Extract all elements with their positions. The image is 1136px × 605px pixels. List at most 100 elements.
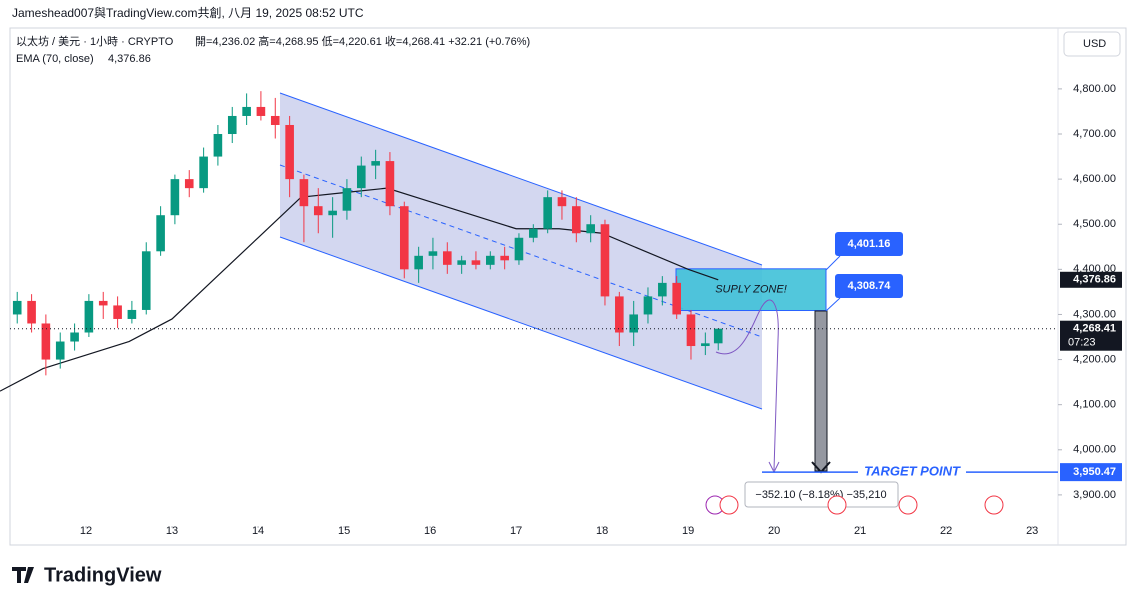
price-label-box — [1060, 320, 1122, 351]
countdown: 07:23 — [1068, 337, 1096, 349]
candle-body — [242, 106, 251, 116]
x-tick-label: 23 — [1026, 525, 1038, 537]
measure-box — [744, 481, 899, 508]
currency: USD — [1083, 38, 1106, 50]
y-tick-label: 4,300.00 — [1073, 308, 1116, 320]
candle-body — [127, 309, 137, 319]
candle-body — [629, 314, 638, 333]
measure-text: −352.10 (−8.18%) −35,210 — [755, 489, 886, 501]
y-tick-label: 4,600.00 — [1073, 173, 1116, 185]
candle-body — [27, 300, 36, 324]
target-label: 3,950.47 — [1073, 466, 1116, 478]
candle-body — [199, 156, 208, 189]
plot — [0, 91, 827, 392]
y-tick-label: 3,900.00 — [1073, 489, 1116, 501]
chart-frame — [9, 27, 1127, 546]
candle-body — [299, 179, 309, 207]
candle-body — [113, 305, 122, 319]
event-icon[interactable] — [984, 495, 1004, 515]
y-tick-label: 4,700.00 — [1073, 128, 1116, 140]
candle-body — [342, 188, 352, 211]
candle-body — [12, 300, 22, 315]
header: Jameshead007與TradingView.com共創, 八月 19, 2… — [12, 6, 364, 20]
brand: TradingView — [44, 564, 162, 586]
candle-body — [557, 197, 567, 207]
candle-body — [543, 197, 552, 229]
ohlc: 開=4,236.02 高=4,268.95 低=4,220.61 收=4,268… — [195, 34, 530, 48]
x-tick-label: 17 — [510, 525, 522, 537]
y-tick-label: 4,100.00 — [1073, 399, 1116, 411]
candle-body — [442, 251, 452, 265]
candle-body — [600, 224, 610, 297]
y-tick-label: 4,500.00 — [1073, 218, 1116, 230]
ema-line — [0, 187, 719, 392]
candle-body — [457, 260, 466, 265]
candle-body — [713, 328, 723, 344]
candle-body — [285, 124, 294, 180]
callout-bottom-line — [825, 297, 841, 312]
candle-body — [156, 215, 165, 252]
candle-body — [55, 341, 65, 360]
callout-bottom — [835, 274, 903, 298]
candle-body — [385, 161, 395, 207]
candle-body — [686, 314, 696, 347]
y-tick-label: 4,200.00 — [1073, 353, 1116, 365]
x-tick-label: 14 — [252, 525, 264, 537]
candle-body — [41, 323, 51, 360]
target-text-bg — [858, 464, 966, 481]
x-tick-label: 16 — [424, 525, 436, 537]
candle-body — [701, 343, 710, 347]
x-tick-label: 19 — [682, 525, 694, 537]
candle-body — [514, 237, 524, 261]
candle-body — [529, 228, 538, 238]
candle-body — [227, 115, 237, 135]
y-tick-label: 4,800.00 — [1073, 83, 1116, 95]
candle-body — [371, 161, 380, 166]
candle-body — [256, 106, 266, 116]
candle-body — [313, 206, 323, 216]
candle-body — [98, 300, 108, 306]
candle-body — [170, 179, 180, 216]
price-label: 4,376.86 — [1073, 274, 1116, 286]
event-icon[interactable] — [898, 495, 918, 515]
candle-body — [184, 179, 194, 189]
event-icon[interactable] — [827, 495, 847, 515]
candle-body — [428, 251, 438, 256]
candle-body — [399, 206, 409, 270]
target-label-box — [1060, 463, 1122, 482]
projection-path — [715, 299, 779, 471]
event-icon[interactable] — [719, 495, 739, 515]
channel-lower — [279, 236, 763, 410]
candle-body — [615, 296, 624, 333]
price-label-box — [1060, 271, 1122, 288]
candle-body — [643, 296, 653, 315]
supply-zone — [675, 268, 827, 312]
candle-body — [328, 210, 337, 216]
callout-top-line — [825, 255, 841, 271]
callout-top — [835, 232, 903, 256]
x-tick-label: 18 — [596, 525, 608, 537]
callout-bottom-text: 4,308.74 — [848, 280, 892, 292]
candle-body — [70, 332, 79, 342]
candle-body — [471, 260, 481, 265]
x-tick-label: 22 — [940, 525, 952, 537]
candle-body — [84, 300, 94, 333]
candle-body — [356, 165, 366, 189]
candle-body — [572, 206, 581, 234]
candle-body — [500, 255, 509, 261]
currency-button[interactable] — [1063, 31, 1121, 57]
symbol: 以太坊 / 美元 · 1小時 · CRYPTO — [16, 34, 174, 48]
measure-bar — [814, 310, 828, 472]
candle-body — [414, 255, 423, 270]
candle-body — [658, 282, 667, 297]
logo-mark — [12, 567, 34, 583]
x-tick-label: 13 — [166, 525, 178, 537]
candle-body — [672, 282, 681, 315]
ema-legend-value: 4,376.86 — [108, 53, 151, 65]
x-tick-label: 15 — [338, 525, 350, 537]
x-tick-label: 12 — [80, 525, 92, 537]
y-tick-label: 4,000.00 — [1073, 444, 1116, 456]
candle-body — [141, 251, 151, 310]
candle-body — [586, 224, 595, 234]
